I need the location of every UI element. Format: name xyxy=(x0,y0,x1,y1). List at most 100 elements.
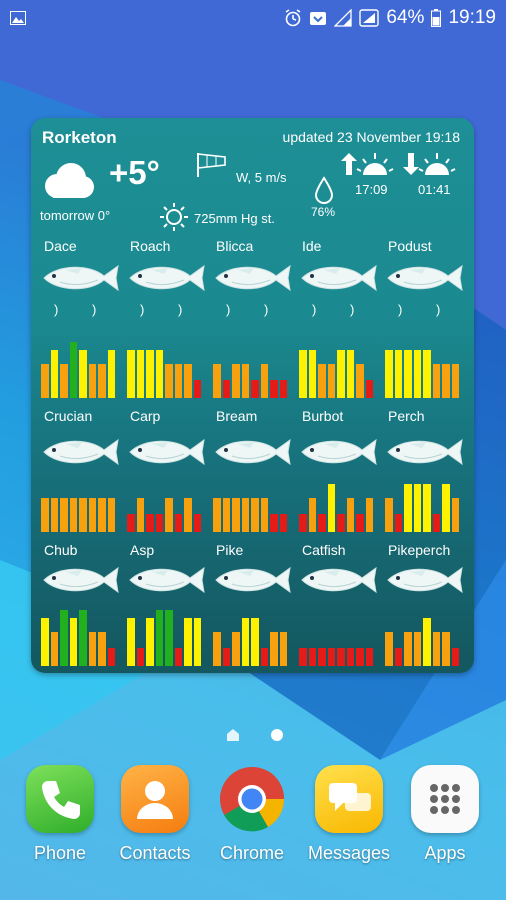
apps-drawer[interactable]: Apps xyxy=(400,765,490,864)
bite-bar xyxy=(442,632,450,666)
bite-bar xyxy=(260,648,268,666)
bite-bar xyxy=(232,364,240,398)
bite-bar xyxy=(432,514,440,532)
humidity-drop-icon xyxy=(314,176,334,204)
updated-time: updated 23 November 19:18 xyxy=(282,129,460,145)
bite-forecast-bars-podust xyxy=(385,342,459,398)
apps-label: Apps xyxy=(424,843,466,863)
bite-bar xyxy=(423,484,431,532)
bite-forecast-bars-blicca xyxy=(213,342,287,398)
bite-bar xyxy=(184,364,192,398)
bite-forecast-bars-dace xyxy=(41,342,115,398)
bite-bar xyxy=(184,498,192,532)
fish-name-pikeperch: Pikeperch xyxy=(388,542,451,558)
messages-icon[interactable] xyxy=(315,765,383,833)
bite-bar xyxy=(155,610,163,666)
page-indicator xyxy=(226,728,284,742)
apps-grid-icon[interactable] xyxy=(411,765,479,833)
clock-time: 19:19 xyxy=(448,7,496,28)
sunset-icon xyxy=(403,153,456,175)
bite-forecast-bars-asp xyxy=(127,610,201,666)
phone-app[interactable]: Phone xyxy=(15,765,105,864)
bite-bar xyxy=(69,342,77,398)
alarm-icon xyxy=(285,9,301,27)
bite-bar xyxy=(279,514,287,532)
bite-bar xyxy=(327,648,335,666)
bite-bar xyxy=(270,632,278,666)
contacts-icon[interactable] xyxy=(121,765,189,833)
pike-fish-icon xyxy=(215,566,291,594)
bream-fish-icon xyxy=(215,438,291,466)
gallery-notification-icon xyxy=(10,11,26,25)
blicca-fish-icon xyxy=(215,264,291,292)
bite-forecast-bars-pike xyxy=(213,610,287,666)
bite-bar xyxy=(60,610,68,666)
ide-fish-icon xyxy=(301,264,377,292)
bite-bar xyxy=(79,498,87,532)
bite-bar xyxy=(451,364,459,398)
moon-phase-icon: ) xyxy=(226,302,231,317)
bite-bar xyxy=(346,648,354,666)
bite-bar xyxy=(270,380,278,398)
fish-name-podust: Podust xyxy=(388,238,432,254)
bite-bar xyxy=(251,618,259,666)
phone-icon[interactable] xyxy=(26,765,94,833)
chrome-label: Chrome xyxy=(219,843,285,863)
moon-phase-icon: ) xyxy=(92,302,97,317)
bite-bar xyxy=(413,632,421,666)
moon-phase-icon: ) xyxy=(398,302,403,317)
chrome-app[interactable]: Chrome xyxy=(207,765,297,864)
bite-bar xyxy=(404,632,412,666)
cloud-icon xyxy=(45,163,94,198)
bite-bar xyxy=(308,350,316,398)
fish-name-chub: Chub xyxy=(44,542,78,558)
bite-bar xyxy=(385,350,393,398)
carp-fish-icon xyxy=(129,438,205,466)
bite-bar xyxy=(146,350,154,398)
home-page-indicator-icon[interactable] xyxy=(226,728,240,742)
page-dot-icon[interactable] xyxy=(270,728,284,742)
fish-name-burbot: Burbot xyxy=(302,408,344,424)
bite-forecast-bars-catfish xyxy=(299,610,373,666)
bite-bar xyxy=(98,364,106,398)
messages-app[interactable]: Messages xyxy=(304,765,394,864)
bite-bar xyxy=(165,498,173,532)
battery-icon xyxy=(431,9,442,27)
bite-bar xyxy=(69,498,77,532)
bite-bar xyxy=(270,514,278,532)
bite-bar xyxy=(413,350,421,398)
bite-bar xyxy=(356,364,364,398)
wind-info: W, 5 m/s xyxy=(236,170,287,185)
bite-bar xyxy=(394,514,402,532)
fishing-forecast-widget[interactable]: Rorketon updated 23 November 19:18 +5° t… xyxy=(31,118,474,673)
bite-bar xyxy=(394,350,402,398)
bite-bar xyxy=(107,648,115,666)
fish-name-roach: Roach xyxy=(130,238,171,254)
chrome-icon[interactable] xyxy=(218,765,286,833)
battery-percent: 64% xyxy=(386,7,425,28)
bite-bar xyxy=(241,364,249,398)
location-name: Rorketon xyxy=(42,128,117,147)
bite-bar xyxy=(432,364,440,398)
bite-bar xyxy=(69,618,77,666)
bite-forecast-bars-bream xyxy=(213,476,287,532)
bite-forecast-bars-chub xyxy=(41,610,115,666)
perch-fish-icon xyxy=(387,438,463,466)
bite-bar xyxy=(279,632,287,666)
bite-bar xyxy=(127,618,135,666)
bite-bar xyxy=(423,618,431,666)
bite-bar xyxy=(299,350,307,398)
bite-bar xyxy=(299,648,307,666)
bite-bar xyxy=(337,648,345,666)
contacts-app[interactable]: Contacts xyxy=(110,765,200,864)
bite-bar xyxy=(79,610,87,666)
fish-name-blicca: Blicca xyxy=(216,238,254,254)
bite-bar xyxy=(165,610,173,666)
dace-fish-icon xyxy=(43,264,119,292)
bite-bar xyxy=(308,648,316,666)
bite-bar xyxy=(88,498,96,532)
bite-bar xyxy=(241,618,249,666)
bite-bar xyxy=(222,380,230,398)
current-temperature: +5° xyxy=(109,154,160,191)
moon-phase-icon: ) xyxy=(54,302,59,317)
